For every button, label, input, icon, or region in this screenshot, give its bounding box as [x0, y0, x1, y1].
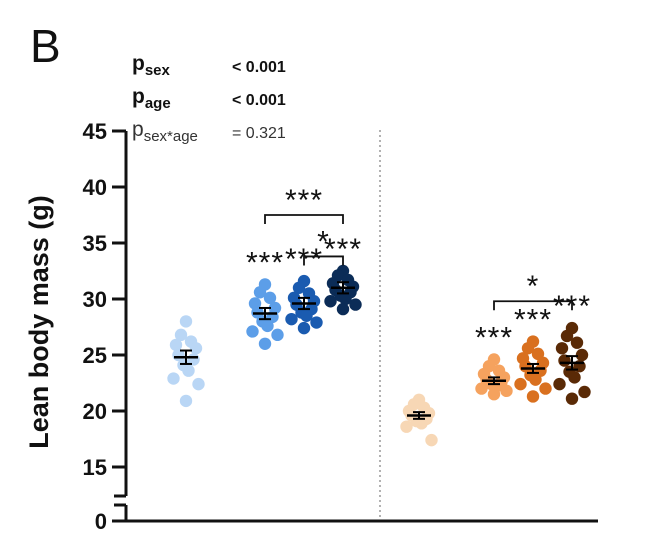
- data-point: [521, 342, 535, 355]
- data-point: [415, 417, 428, 430]
- y-tick-label: 30: [83, 287, 107, 312]
- y-tick-label: 0: [95, 509, 107, 534]
- group-3: [285, 274, 323, 335]
- data-point: [578, 385, 591, 399]
- stat-label-interaction: psex*age: [132, 118, 198, 145]
- significance-bracket: [264, 214, 344, 224]
- data-point: [560, 329, 574, 343]
- bracket-label: ***: [285, 184, 323, 217]
- data-point: [297, 321, 311, 335]
- data-point: [182, 364, 195, 377]
- group-6: [475, 353, 513, 401]
- significance-bracket: [493, 300, 573, 311]
- data-point: [487, 388, 501, 401]
- panel-label: B: [30, 20, 61, 72]
- data-point: [258, 337, 272, 350]
- data-point: [285, 312, 298, 326]
- data-point: [475, 382, 488, 395]
- data-point: [349, 298, 362, 311]
- stat-label-age: page: [132, 85, 171, 112]
- data-point: [174, 328, 188, 342]
- y-tick-label: 45: [83, 119, 107, 144]
- data-point: [425, 433, 438, 447]
- stat-value-age: < 0.001: [232, 92, 286, 109]
- data-point: [553, 377, 566, 391]
- significance-bracket: [303, 255, 344, 266]
- data-point: [514, 377, 527, 391]
- data-point: [167, 372, 180, 385]
- group-4: [324, 264, 362, 316]
- data-point: [400, 420, 413, 433]
- significance-label: ***: [475, 321, 513, 354]
- data-point: [189, 342, 203, 355]
- data-marks: *** *** ********* ********: [167, 184, 591, 447]
- stat-label-sex: psex: [132, 52, 171, 79]
- bracket-label: *: [317, 225, 330, 258]
- data-point: [263, 291, 277, 305]
- data-point: [575, 348, 589, 362]
- y-axis: 0 15 20 25 30 35 40 45: [83, 119, 598, 534]
- data-point: [568, 371, 581, 384]
- data-point: [169, 338, 183, 352]
- data-point: [336, 302, 350, 316]
- data-point: [310, 316, 323, 329]
- data-point: [179, 315, 193, 328]
- significance-label: ***: [246, 246, 284, 279]
- y-axis-label: Lean body mass (g): [24, 195, 54, 449]
- group-2: [246, 278, 284, 350]
- data-point: [324, 295, 337, 308]
- data-point: [179, 394, 193, 408]
- data-point: [565, 392, 579, 405]
- data-point: [555, 342, 569, 355]
- stat-value-sex: < 0.001: [232, 59, 286, 76]
- data-point: [339, 292, 352, 306]
- data-point: [500, 384, 513, 398]
- y-tick-label: 35: [83, 231, 107, 256]
- data-point: [253, 286, 267, 299]
- group-1: [167, 315, 205, 408]
- y-tick-label: 40: [83, 175, 107, 200]
- bracket-label: *: [527, 270, 540, 303]
- y-tick-label: 15: [83, 455, 107, 480]
- data-point: [526, 390, 540, 403]
- y-tick-label: 20: [83, 399, 107, 424]
- data-point: [246, 325, 259, 338]
- stats-block: psex < 0.001 page < 0.001 psex*age = 0.3…: [132, 52, 286, 145]
- group-8: [553, 321, 591, 405]
- data-point: [529, 373, 542, 386]
- group-5: [400, 393, 438, 447]
- y-tick-label: 25: [83, 343, 107, 368]
- data-point: [192, 377, 205, 391]
- data-point: [292, 281, 306, 294]
- data-point: [539, 382, 552, 395]
- data-point: [271, 328, 284, 342]
- data-point: [261, 319, 274, 333]
- stat-value-interaction: = 0.321: [232, 125, 286, 142]
- group-7: [514, 335, 552, 403]
- data-point: [300, 309, 313, 322]
- data-point: [570, 336, 584, 349]
- significance-label: ***: [514, 304, 552, 337]
